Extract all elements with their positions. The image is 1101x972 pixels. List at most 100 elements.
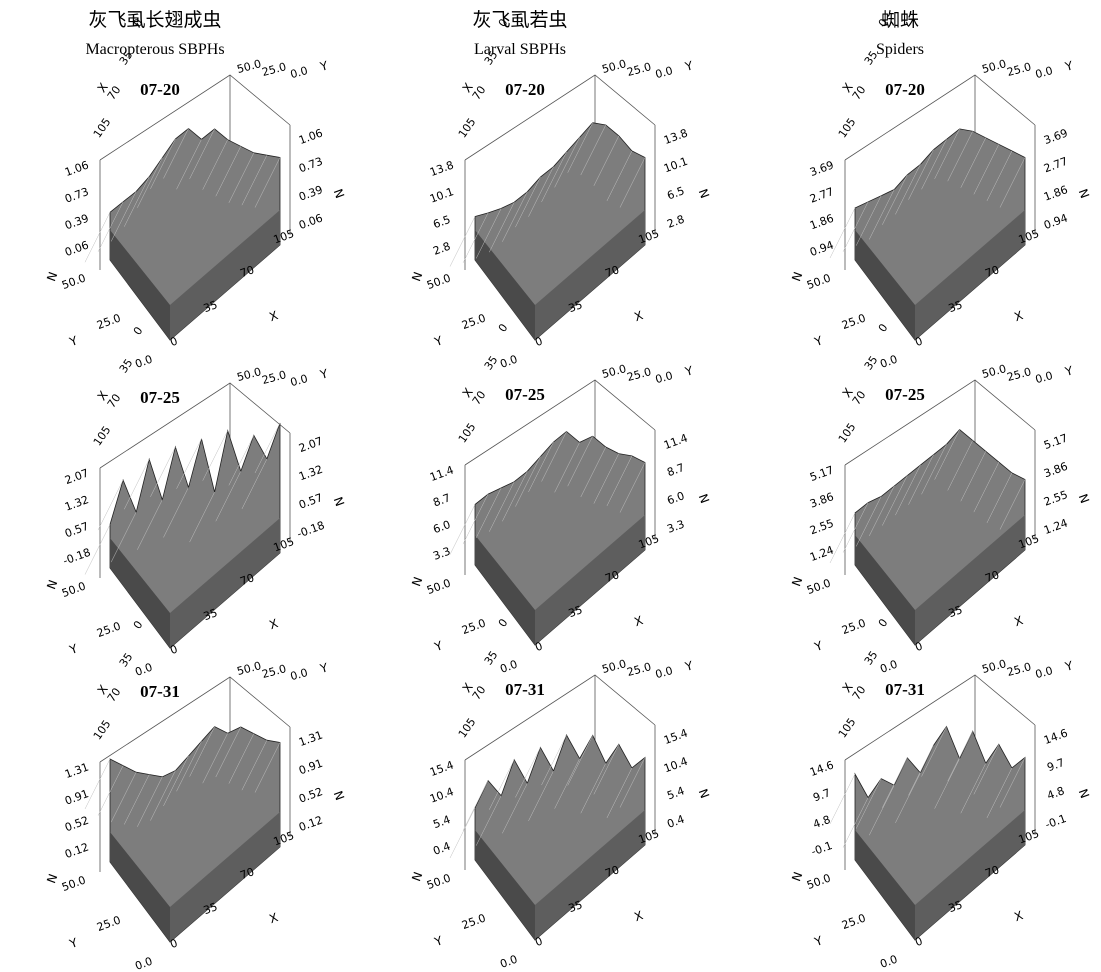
x-tick-label: 35	[947, 603, 965, 620]
x-axis-label: X	[267, 308, 280, 324]
mesh-line	[842, 502, 869, 553]
y-tick-label: 0.0	[878, 953, 899, 971]
column-title-cn: 灰飞虱若虫	[472, 10, 568, 31]
y-tick-label-top: 0.0	[289, 666, 309, 683]
surface-side-face	[535, 515, 645, 645]
z-tick-label-right: 1.24	[1042, 516, 1069, 537]
z-tick-label-left: 1.06	[63, 158, 90, 179]
y-tick-label-top: 0.0	[1034, 64, 1054, 81]
surface-side-face	[915, 810, 1025, 940]
z-tick-label-right: 2.77	[1042, 155, 1069, 176]
x-tick-label: 70	[238, 571, 256, 588]
mesh-line	[124, 459, 150, 510]
mesh-line	[254, 157, 281, 208]
y-axis-label-top: Y	[1063, 58, 1075, 74]
surface-front-face	[475, 535, 535, 645]
mesh-line	[528, 166, 554, 217]
z-axis-label-right: N	[331, 789, 347, 802]
mesh-line	[541, 431, 567, 482]
z-axis-label-left: N	[789, 870, 805, 883]
z-tick-label-right: 9.7	[1045, 756, 1066, 774]
y-tick-label: 0.0	[133, 661, 154, 679]
mesh-line	[202, 430, 228, 481]
mesh-line	[593, 744, 620, 795]
mesh-line	[986, 472, 1013, 524]
x-tick-label: 70	[983, 568, 1001, 585]
z-axis-label-left: N	[409, 870, 425, 883]
y-tick-label-top: 0.0	[654, 664, 674, 681]
mesh-line	[254, 422, 281, 474]
z-axis-label-right: N	[1076, 787, 1092, 800]
mesh-line	[934, 128, 960, 179]
mesh-line	[84, 758, 111, 810]
mesh-line	[489, 481, 515, 532]
x-axis-label: X	[1012, 908, 1025, 924]
panel-date-title: 07-25	[885, 385, 925, 404]
y-tick-label: 25.0	[840, 311, 867, 332]
y-tick-label: 0.0	[498, 353, 519, 371]
mesh-line	[215, 726, 241, 778]
z-tick-label-left: 5.4	[431, 813, 452, 831]
x-tick-label: 35	[202, 606, 220, 623]
x-tick-label: 0	[168, 936, 179, 951]
x-tick-label-top: 105	[456, 421, 479, 446]
surface-plot-svg: 0.40.45.45.410.410.415.415.4NN0.025.050.…	[409, 616, 712, 970]
surface-plot-svg: 3.33.36.06.08.78.711.411.4NN0.025.050.0Y…	[409, 321, 712, 675]
z-tick-label-left: 6.0	[431, 518, 452, 536]
mesh-line	[960, 137, 986, 188]
z-tick-label-right: 0.12	[297, 813, 324, 834]
z-axis-label-right: N	[331, 187, 347, 200]
mesh-line	[462, 493, 489, 545]
x-tick-label-top: 105	[91, 116, 114, 141]
surface-plot-panel: 07-31 -0.1 -0.1 4.8 4.8 9.7 9.7 14.6 14.6 N N 0.0 25…	[785, 616, 1092, 971]
mesh-line	[908, 149, 934, 200]
y-tick-label-top: 0.0	[1034, 369, 1054, 386]
y-tick-label: 50.0	[805, 271, 832, 292]
x-tick-label: 0	[533, 334, 544, 349]
z-tick-label-right: -0.1	[1043, 812, 1068, 832]
x-tick-label: 35	[567, 603, 585, 620]
z-tick-label-left: 10.1	[428, 185, 455, 206]
z-tick-label-left: 3.86	[808, 490, 835, 511]
mesh-line	[228, 152, 255, 203]
y-tick-label-top: 25.0	[261, 662, 288, 681]
mesh-line	[908, 745, 934, 796]
x-axis-label: X	[632, 908, 645, 924]
mesh-line	[202, 733, 228, 784]
surface-plot-svg: 1.241.242.552.553.863.865.175.17NN0.025.…	[789, 321, 1092, 675]
z-tick-label-right: 0.39	[297, 183, 324, 204]
z-tick-label-left: 1.32	[63, 493, 90, 514]
z-tick-label-right: 8.7	[665, 461, 686, 479]
z-axis-label-left: N	[409, 575, 425, 588]
mesh-line	[176, 139, 202, 190]
y-tick-label-top: 0.0	[654, 64, 674, 81]
y-tick-label-top: 25.0	[626, 660, 653, 679]
mesh-line	[842, 797, 869, 848]
mesh-line	[882, 174, 908, 225]
y-tick-label-top: 50.0	[601, 362, 628, 381]
z-tick-label-left: 13.8	[428, 158, 455, 179]
z-tick-label-right: 13.8	[662, 126, 689, 147]
mesh-line	[163, 487, 189, 538]
mesh-line	[528, 441, 554, 493]
z-tick-label-left: 15.4	[428, 758, 455, 779]
y-tick-label-top: 50.0	[601, 657, 628, 676]
mesh-line	[189, 128, 215, 179]
y-tick-label-top: 25.0	[1006, 60, 1033, 79]
y-tick-label: 50.0	[425, 576, 452, 597]
z-tick-label-left: 2.07	[63, 466, 90, 487]
surface-front-face	[475, 830, 535, 940]
x-axis-label: X	[267, 910, 280, 926]
mesh-line	[947, 440, 973, 491]
z-axis-label-right: N	[1076, 492, 1092, 505]
y-axis-label: Y	[67, 641, 80, 657]
mesh-line	[462, 212, 489, 263]
y-tick-label: 50.0	[425, 271, 452, 292]
mesh-line	[554, 758, 580, 809]
z-tick-label-left: 0.57	[63, 520, 90, 541]
mesh-line	[842, 201, 869, 252]
mesh-line	[829, 773, 856, 825]
z-axis-label-right: N	[696, 492, 712, 505]
x-tick-label-top: 105	[91, 424, 114, 449]
panel-date-title: 07-20	[505, 80, 545, 99]
